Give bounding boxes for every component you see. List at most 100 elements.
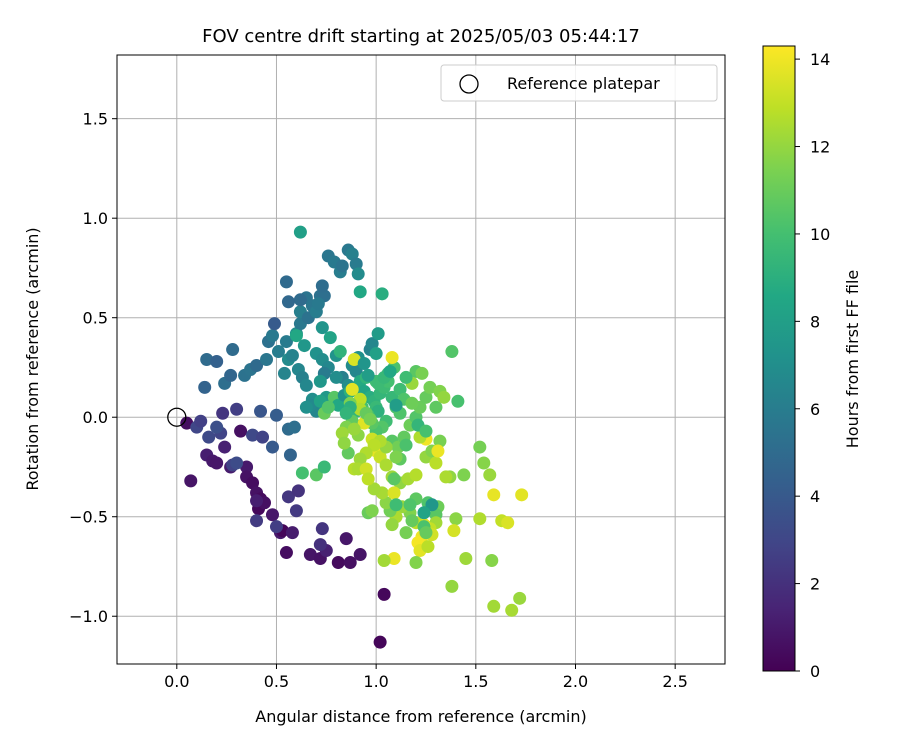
data-point xyxy=(387,486,401,500)
y-tick-label: 1.5 xyxy=(83,110,108,129)
data-point xyxy=(287,420,301,434)
y-tick-label: −0.5 xyxy=(69,508,108,527)
data-point xyxy=(371,327,385,341)
colorbar-label: Hours from first FF file xyxy=(843,270,862,449)
data-point xyxy=(417,506,431,520)
y-axis-label: Rotation from reference (arcmin) xyxy=(23,227,42,490)
data-point xyxy=(289,504,303,518)
data-point xyxy=(339,532,353,546)
data-point xyxy=(449,512,463,526)
data-point xyxy=(250,358,264,372)
data-point xyxy=(451,394,465,408)
data-point xyxy=(409,556,423,569)
data-point xyxy=(281,295,295,309)
data-point xyxy=(271,345,285,359)
data-point xyxy=(218,440,232,454)
colorbar-tick-label: 10 xyxy=(810,225,830,244)
data-point xyxy=(389,398,403,412)
x-tick-label: 0.5 xyxy=(264,672,289,691)
data-point xyxy=(483,468,497,482)
data-point xyxy=(347,353,361,366)
data-point xyxy=(487,488,501,502)
data-point xyxy=(419,424,433,438)
data-point xyxy=(361,472,375,486)
data-point xyxy=(265,329,279,343)
data-points xyxy=(180,225,529,649)
data-point xyxy=(447,524,461,538)
data-point xyxy=(335,426,349,440)
chart-title: FOV centre drift starting at 2025/05/03 … xyxy=(202,26,640,47)
y-tick-label: −1.0 xyxy=(69,607,108,626)
data-point xyxy=(423,380,437,394)
colorbar-gradient xyxy=(762,45,796,672)
data-point xyxy=(279,335,293,349)
data-point xyxy=(375,287,389,301)
data-point xyxy=(445,345,459,359)
data-point xyxy=(234,424,248,438)
data-point xyxy=(299,378,313,392)
data-point xyxy=(357,356,371,370)
data-point xyxy=(216,406,230,420)
data-point xyxy=(333,345,347,359)
data-point xyxy=(295,466,309,480)
colorbar: 0 2 4 6 8 10 12 14 Hours from first FF file xyxy=(762,45,862,681)
data-point xyxy=(329,370,343,384)
data-point xyxy=(359,462,373,476)
data-point xyxy=(399,438,413,452)
data-point xyxy=(505,603,519,617)
data-point xyxy=(265,508,279,522)
data-point xyxy=(347,422,361,436)
data-point xyxy=(485,554,499,568)
data-point xyxy=(343,556,357,569)
data-point xyxy=(293,225,307,239)
data-point xyxy=(337,436,351,450)
data-point xyxy=(279,275,293,289)
colorbar-tick-label: 14 xyxy=(810,50,830,69)
data-point xyxy=(383,364,397,378)
data-point xyxy=(317,460,331,474)
data-point xyxy=(399,370,413,384)
data-point xyxy=(415,366,429,380)
x-axis-ticks: 0.0 0.5 1.0 1.5 2.0 2.5 xyxy=(164,664,688,691)
y-tick-label: 0.0 xyxy=(83,408,108,427)
data-point xyxy=(339,406,353,420)
data-point xyxy=(421,540,435,554)
data-point xyxy=(353,285,367,299)
data-point xyxy=(487,599,501,613)
data-point xyxy=(459,552,473,566)
colorbar-tick-label: 2 xyxy=(810,575,820,594)
x-tick-label: 2.0 xyxy=(563,672,588,691)
data-point xyxy=(277,366,291,380)
data-point xyxy=(361,368,375,382)
data-point xyxy=(291,484,305,498)
data-point xyxy=(405,396,419,410)
data-point xyxy=(373,635,387,649)
data-point xyxy=(379,496,393,510)
data-point xyxy=(210,420,224,434)
data-point xyxy=(349,257,363,271)
data-point xyxy=(194,414,208,428)
data-point xyxy=(501,516,515,530)
data-point xyxy=(289,329,303,343)
data-point xyxy=(385,351,399,365)
data-point xyxy=(419,390,433,404)
data-point xyxy=(345,382,359,396)
data-point xyxy=(367,438,381,452)
legend-box xyxy=(440,64,718,102)
data-point xyxy=(315,321,329,335)
data-point xyxy=(315,279,329,293)
y-tick-label: 1.0 xyxy=(83,209,108,228)
data-point xyxy=(349,364,363,378)
data-point xyxy=(403,498,417,512)
plot-frame xyxy=(116,54,726,665)
y-axis-ticks: −1.0 −0.5 0.0 0.5 1.0 1.5 xyxy=(69,110,117,626)
data-point xyxy=(224,368,238,382)
data-point xyxy=(285,526,299,540)
data-point xyxy=(184,474,198,488)
data-point xyxy=(297,339,311,353)
data-point xyxy=(331,556,345,569)
data-point xyxy=(405,514,419,528)
data-point xyxy=(256,430,270,444)
data-point xyxy=(240,460,254,474)
data-point xyxy=(353,548,367,562)
